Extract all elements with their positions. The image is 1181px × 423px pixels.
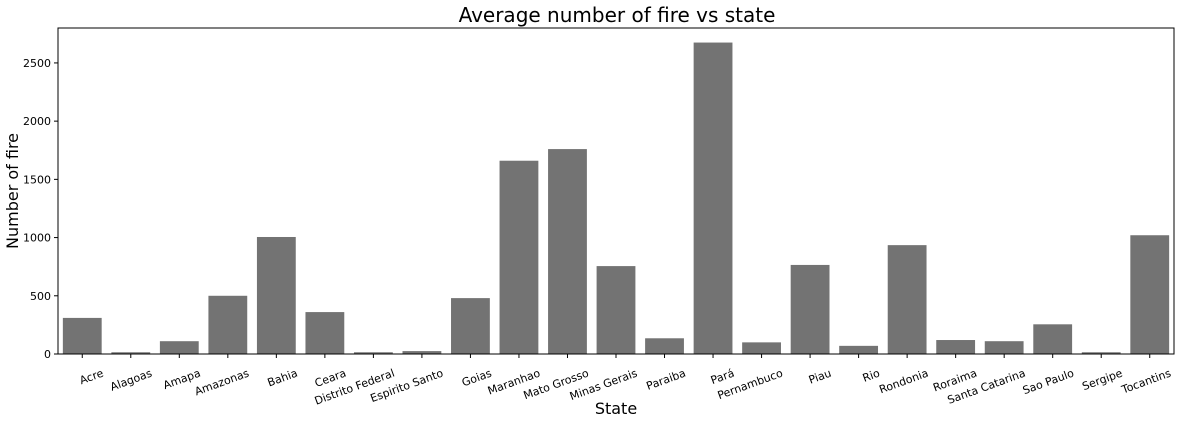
bar-pernambuco <box>742 342 781 354</box>
y-tick-label: 2000 <box>23 115 51 128</box>
x-axis-label: State <box>595 399 637 418</box>
y-tick-label: 1000 <box>23 232 51 245</box>
y-tick-label: 500 <box>30 290 51 303</box>
bar-piau <box>790 264 830 354</box>
bar-amazonas <box>208 295 248 354</box>
x-tick-label: Amazonas <box>193 367 251 399</box>
x-tick-label: Rio <box>861 367 882 385</box>
bar-roraima <box>936 340 976 354</box>
x-tick-label: Sao Paulo <box>1021 367 1076 398</box>
bar-pará <box>693 42 733 355</box>
y-tick-label: 2500 <box>23 57 51 70</box>
y-axis-ticks: 0 500 1000 1500 2000 2500 <box>23 57 58 361</box>
chart-title: Average number of fire vs state <box>459 3 776 27</box>
bar-sao-paulo <box>1033 324 1073 354</box>
bar-sergipe <box>1081 352 1121 354</box>
bar-santa-catarina <box>984 341 1024 354</box>
x-tick-label: Paraiba <box>645 367 688 393</box>
y-tick-label: 0 <box>44 348 51 361</box>
bar-distrito-federal <box>353 352 393 354</box>
y-tick-label: 1500 <box>23 173 51 186</box>
bar-goias <box>451 298 490 354</box>
bar-ceara <box>305 312 345 354</box>
x-tick-label: Acre <box>78 367 106 388</box>
bar-amapa <box>159 341 199 354</box>
plot-frame <box>57 27 1175 355</box>
x-tick-label: Tocantins <box>1119 367 1173 397</box>
x-tick-label: Piau <box>807 367 833 387</box>
bar-bahia <box>256 236 296 354</box>
bar-minas-gerais <box>596 266 636 354</box>
bar-espirito-santo <box>402 351 442 354</box>
x-tick-label: Bahia <box>266 367 300 390</box>
bar-maranhao <box>499 160 539 354</box>
x-tick-label: Sergipe <box>1080 367 1124 394</box>
bar-rio <box>839 345 879 354</box>
bar-paraiba <box>645 338 684 354</box>
y-axis-label: Number of fire <box>3 133 22 249</box>
bar-alagoas <box>111 352 151 354</box>
x-tick-label: Alagoas <box>108 367 154 394</box>
bar-mato-grosso <box>548 149 587 354</box>
x-tick-label: Rondonia <box>877 367 930 397</box>
bar-tocantins <box>1130 235 1170 354</box>
bar-rondonia <box>887 245 927 354</box>
bar-acre <box>62 317 102 354</box>
bars-group <box>62 42 1170 355</box>
